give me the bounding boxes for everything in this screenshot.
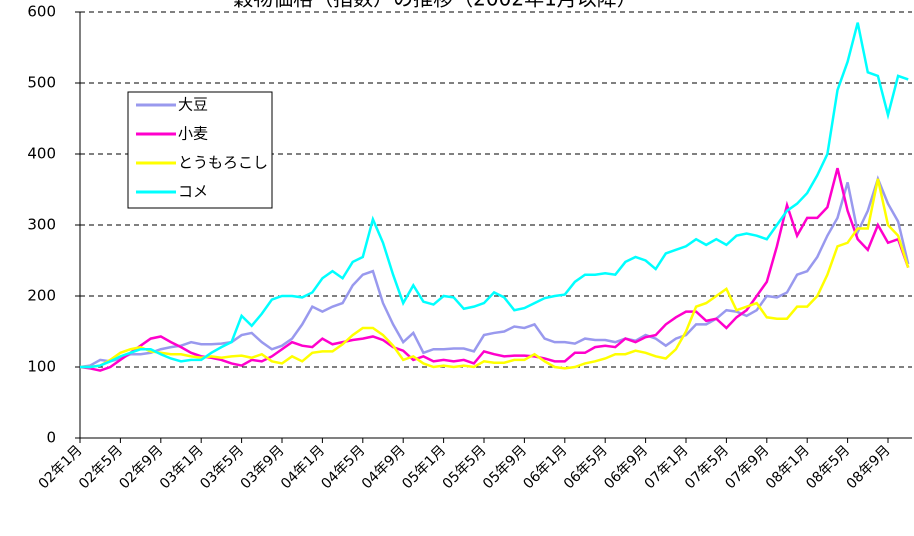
legend-label: コメ [178, 183, 208, 201]
x-tick-label: 05年5月 [440, 442, 490, 492]
y-tick-label: 200 [27, 287, 56, 305]
legend-label: 小麦 [178, 125, 208, 143]
x-tick-label: 08年5月 [803, 442, 853, 492]
x-tick-label: 07年1月 [642, 442, 692, 492]
x-tick-label: 02年5月 [76, 442, 126, 492]
x-tick-label: 08年1月 [763, 442, 813, 492]
legend-box [127, 91, 273, 209]
x-tick-label: 03年1月 [157, 442, 207, 492]
series-line [80, 178, 910, 370]
x-tick-label: 06年5月 [561, 442, 611, 492]
x-tick-label: 03年5月 [197, 442, 247, 492]
legend-label: 大豆 [178, 96, 208, 114]
y-tick-label: 400 [27, 145, 56, 163]
x-tick-label: 07年5月 [682, 442, 732, 492]
y-tick-label: 0 [46, 429, 56, 447]
x-tick-label: 08年9月 [844, 442, 894, 492]
y-tick-label: 600 [27, 3, 56, 21]
x-tick-label: 04年1月 [278, 442, 328, 492]
series-line [79, 167, 910, 372]
x-tick-label: 04年5月 [318, 442, 368, 492]
chart-title: 穀物価格（指数）の推移（2002年1月以降） [233, 0, 637, 11]
x-tick-label: 04年9月 [359, 442, 409, 492]
series-line [80, 22, 909, 369]
x-tick-label: 03年9月 [238, 442, 288, 492]
x-tick-label: 06年1月 [520, 442, 570, 492]
series-line [79, 175, 910, 369]
y-tick-label: 100 [27, 358, 56, 376]
x-tick-label: 05年9月 [480, 442, 530, 492]
x-tick-label: 02年1月 [36, 442, 86, 492]
x-tick-label: 05年1月 [399, 442, 449, 492]
legend-label: とうもろこし [178, 154, 268, 172]
y-tick-label: 500 [27, 74, 56, 92]
x-tick-label: 07年9月 [722, 442, 772, 492]
y-tick-label: 300 [27, 216, 56, 234]
x-tick-label: 06年9月 [601, 442, 651, 492]
x-tick-label: 02年9月 [116, 442, 166, 492]
